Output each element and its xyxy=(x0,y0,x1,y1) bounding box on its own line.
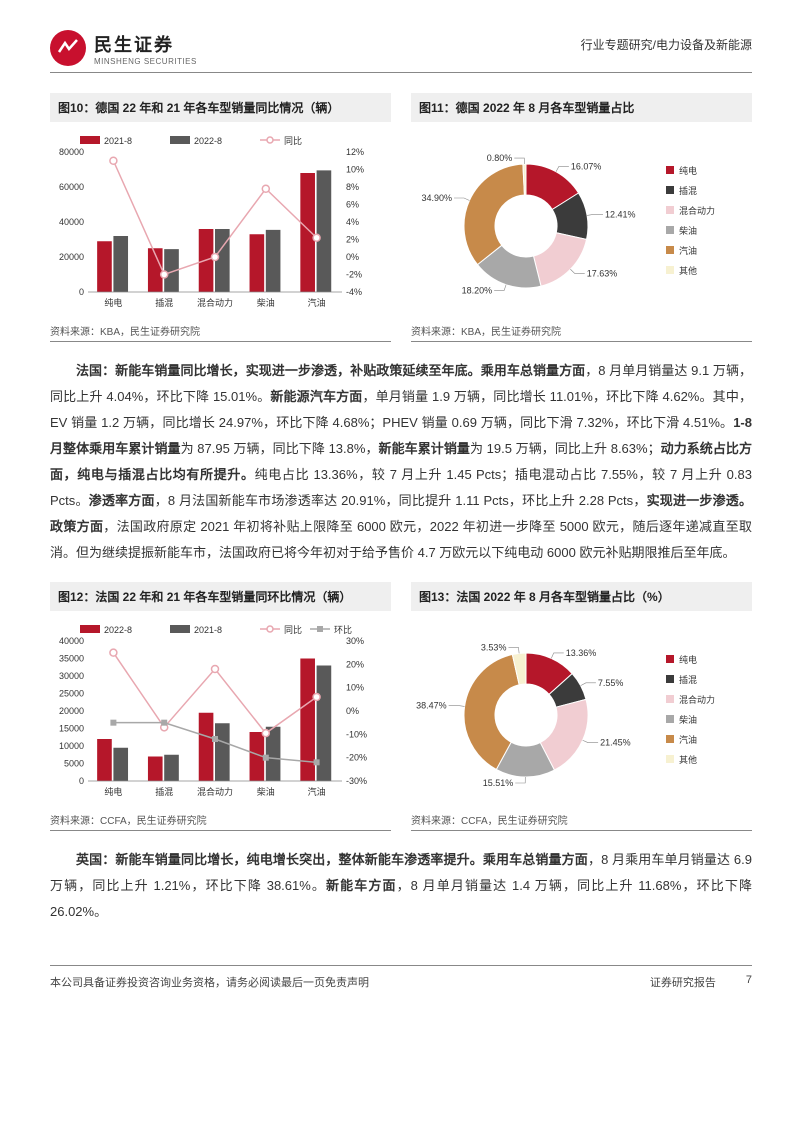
svg-text:插混: 插混 xyxy=(679,185,697,196)
svg-text:13.36%: 13.36% xyxy=(566,648,597,658)
svg-text:插混: 插混 xyxy=(679,674,697,685)
svg-text:混合动力: 混合动力 xyxy=(197,297,233,308)
footer-disclaimer: 本公司具备证券投资咨询业务资格，请务必阅读最后一页免责声明 xyxy=(50,974,369,990)
svg-text:2%: 2% xyxy=(346,235,359,245)
svg-text:3.53%: 3.53% xyxy=(481,642,507,652)
svg-text:混合动力: 混合动力 xyxy=(197,786,233,797)
svg-text:环比: 环比 xyxy=(334,624,352,635)
svg-text:混合动力: 混合动力 xyxy=(679,205,715,216)
footer-page-number: 7 xyxy=(746,974,752,990)
svg-text:汽油: 汽油 xyxy=(308,297,326,308)
paragraph-france: 法国：新能车销量同比增长，实现进一步渗透，补贴政策延续至年底。乘用车总销量方面，… xyxy=(50,358,752,566)
svg-text:0: 0 xyxy=(79,287,84,297)
svg-text:12.41%: 12.41% xyxy=(605,209,636,219)
svg-text:插混: 插混 xyxy=(155,297,173,308)
svg-text:2022-8: 2022-8 xyxy=(104,625,132,635)
logo-text-en: MINSHENG SECURITIES xyxy=(94,57,197,66)
svg-text:柴油: 柴油 xyxy=(679,714,697,725)
svg-text:纯电: 纯电 xyxy=(104,297,122,308)
svg-text:其他: 其他 xyxy=(679,265,697,276)
chart12: 2022-8 2021-8 同比 环比 0 5000 10000 15000 20000 2500… xyxy=(50,615,391,808)
page-header: 民生证券 MINSHENG SECURITIES 行业专题研究/电力设备及新能源 xyxy=(50,30,752,73)
chart10-source: 资料来源：KBA，民生证券研究院 xyxy=(50,323,391,342)
svg-text:纯电: 纯电 xyxy=(104,786,122,797)
page-footer: 本公司具备证券投资咨询业务资格，请务必阅读最后一页免责声明 证券研究报告 7 xyxy=(50,965,752,990)
svg-text:汽油: 汽油 xyxy=(679,245,697,256)
svg-text:-2%: -2% xyxy=(346,270,362,280)
svg-text:18.20%: 18.20% xyxy=(462,285,493,295)
svg-text:柴油: 柴油 xyxy=(679,225,697,236)
svg-text:2021-8: 2021-8 xyxy=(194,625,222,635)
svg-text:-4%: -4% xyxy=(346,287,362,297)
svg-text:纯电: 纯电 xyxy=(679,165,697,176)
svg-text:17.63%: 17.63% xyxy=(587,268,618,278)
chart10-title: 图10：德国 22 年和 21 年各车型销量同比情况（辆） xyxy=(50,93,391,122)
svg-text:12%: 12% xyxy=(346,147,364,157)
svg-text:混合动力: 混合动力 xyxy=(679,694,715,705)
svg-text:2022-8: 2022-8 xyxy=(194,136,222,146)
svg-text:15.51%: 15.51% xyxy=(483,778,514,788)
svg-text:柴油: 柴油 xyxy=(257,297,275,308)
svg-text:汽油: 汽油 xyxy=(679,734,697,745)
svg-text:40000: 40000 xyxy=(59,636,84,646)
svg-text:10%: 10% xyxy=(346,165,364,175)
svg-text:34.90%: 34.90% xyxy=(421,193,452,203)
chart12-title: 图12：法国 22 年和 21 年各车型销量同环比情况（辆） xyxy=(50,582,391,611)
chart13: 13.36% 7.55% 21.45% 15.51% 38.47% 3.53% 纯电插混混合… xyxy=(411,615,752,808)
svg-text:-30%: -30% xyxy=(346,776,367,786)
svg-text:21.45%: 21.45% xyxy=(600,738,631,748)
svg-text:30%: 30% xyxy=(346,636,364,646)
svg-text:4%: 4% xyxy=(346,217,359,227)
svg-text:5000: 5000 xyxy=(64,759,84,769)
chart13-source: 资料来源：CCFA，民生证券研究院 xyxy=(411,812,752,831)
logo-block: 民生证券 MINSHENG SECURITIES xyxy=(50,30,197,66)
svg-text:16.07%: 16.07% xyxy=(571,161,602,171)
svg-text:0: 0 xyxy=(79,776,84,786)
chart13-title: 图13：法国 2022 年 8 月各车型销量占比（%） xyxy=(411,582,752,611)
svg-text:其他: 其他 xyxy=(679,754,697,765)
logo-icon xyxy=(50,30,86,66)
svg-text:插混: 插混 xyxy=(155,786,173,797)
svg-text:38.47%: 38.47% xyxy=(416,701,447,711)
svg-text:15000: 15000 xyxy=(59,724,84,734)
chart10: 2021-8 2022-8 同比 0 20000 40000 60000 80000 -4% -2… xyxy=(50,126,391,319)
chart11-title: 图11：德国 2022 年 8 月各车型销量占比 xyxy=(411,93,752,122)
svg-text:20000: 20000 xyxy=(59,706,84,716)
svg-text:20%: 20% xyxy=(346,659,364,669)
svg-text:同比: 同比 xyxy=(284,135,302,146)
chart11-source: 资料来源：KBA，民生证券研究院 xyxy=(411,323,752,342)
svg-text:7.55%: 7.55% xyxy=(598,678,624,688)
svg-text:0.80%: 0.80% xyxy=(487,153,513,163)
svg-text:25000: 25000 xyxy=(59,689,84,699)
chart11: 16.07% 12.41% 17.63% 18.20% 34.90% 0.80% 纯电插混混… xyxy=(411,126,752,319)
svg-text:8%: 8% xyxy=(346,182,359,192)
paragraph-uk: 英国：新能车销量同比增长，纯电增长突出，整体新能车渗透率提升。乘用车总销量方面，… xyxy=(50,847,752,925)
header-category: 行业专题研究/电力设备及新能源 xyxy=(581,36,752,53)
footer-report-type: 证券研究报告 xyxy=(650,974,716,990)
svg-text:-20%: -20% xyxy=(346,753,367,763)
svg-text:2021-8: 2021-8 xyxy=(104,136,132,146)
svg-text:0%: 0% xyxy=(346,706,359,716)
svg-text:20000: 20000 xyxy=(59,252,84,262)
svg-text:柴油: 柴油 xyxy=(257,786,275,797)
svg-text:6%: 6% xyxy=(346,200,359,210)
svg-text:10%: 10% xyxy=(346,683,364,693)
svg-text:40000: 40000 xyxy=(59,217,84,227)
svg-text:30000: 30000 xyxy=(59,671,84,681)
svg-text:-10%: -10% xyxy=(346,729,367,739)
svg-text:80000: 80000 xyxy=(59,147,84,157)
svg-text:60000: 60000 xyxy=(59,182,84,192)
svg-text:纯电: 纯电 xyxy=(679,654,697,665)
svg-text:汽油: 汽油 xyxy=(308,786,326,797)
svg-text:同比: 同比 xyxy=(284,624,302,635)
svg-text:0%: 0% xyxy=(346,252,359,262)
chart12-source: 资料来源：CCFA，民生证券研究院 xyxy=(50,812,391,831)
logo-text-cn: 民生证券 xyxy=(94,31,197,57)
svg-text:10000: 10000 xyxy=(59,741,84,751)
svg-text:35000: 35000 xyxy=(59,654,84,664)
